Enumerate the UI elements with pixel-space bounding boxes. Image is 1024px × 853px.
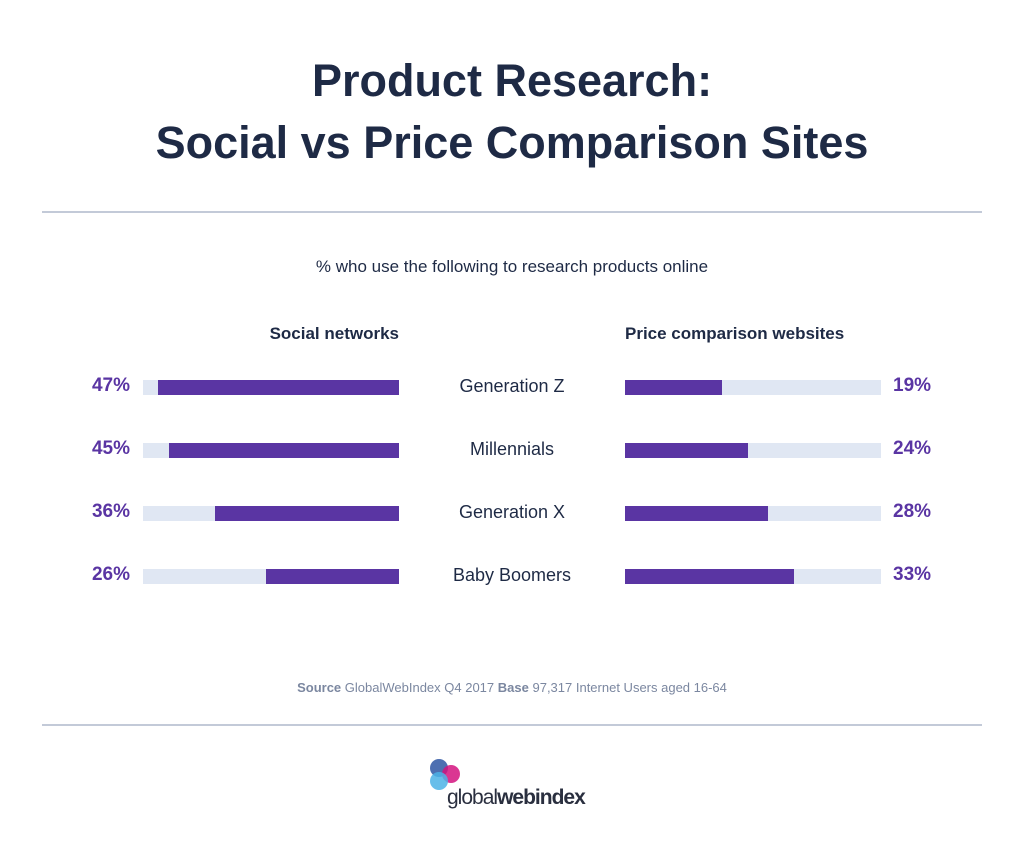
chart-row: 36% Generation X 28% (0, 499, 1024, 529)
chart-row: 47% Generation Z 19% (0, 373, 1024, 403)
category-label: Generation X (458, 502, 566, 522)
social-value-label: 47% (91, 375, 130, 396)
price-bar (625, 569, 794, 584)
source-label: Source (297, 680, 342, 695)
title-line-1: Product Research: (311, 55, 713, 106)
social-bar (265, 569, 399, 584)
price-bar (625, 443, 748, 458)
social-bar (168, 443, 399, 458)
logo-circles-icon (430, 759, 460, 790)
price-bar-track (625, 506, 881, 521)
title-line-2: Social vs Price Comparison Sites (155, 117, 869, 168)
divider-bottom (42, 724, 982, 726)
price-bar-track (625, 443, 881, 458)
social-bar-track (143, 380, 399, 395)
price-bar-track (625, 380, 881, 395)
social-value-label: 26% (91, 564, 130, 585)
price-value-label: 28% (893, 501, 932, 522)
social-bar (158, 380, 399, 395)
base-text: 97,317 Internet Users aged 16-64 (532, 680, 727, 695)
category-label: Generation Z (459, 376, 565, 396)
source-text: GlobalWebIndex Q4 2017 (344, 680, 495, 695)
price-value-label: 24% (893, 438, 932, 459)
price-value-label: 19% (893, 375, 932, 396)
source-note: Source GlobalWebIndex Q4 2017 Base 97,31… (0, 680, 1024, 695)
social-bar (214, 506, 399, 521)
social-value-label: 45% (91, 438, 130, 459)
globalwebindex-logo: globalwebindex (425, 758, 605, 809)
price-value-label: 33% (893, 564, 932, 585)
social-value-label: 36% (91, 501, 130, 522)
social-bar-track (143, 506, 399, 521)
chart-subtitle: % who use the following to research prod… (315, 257, 709, 276)
category-label: Baby Boomers (452, 565, 572, 585)
base-label: Base (497, 680, 529, 695)
divider-top (42, 211, 982, 213)
chart-row: 26% Baby Boomers 33% (0, 562, 1024, 592)
legend-social-networks: Social networks (269, 324, 399, 343)
price-bar (625, 506, 769, 521)
chart-title: Product Research: Social vs Price Compar… (0, 50, 1024, 174)
category-label: Millennials (469, 439, 555, 459)
price-bar (625, 380, 723, 395)
chart-row: 45% Millennials 24% (0, 436, 1024, 466)
legend-price-comparison: Price comparison websites (625, 324, 845, 343)
social-bar-track (143, 569, 399, 584)
social-bar-track (143, 443, 399, 458)
logo-wordmark: globalwebindex (447, 786, 586, 809)
price-bar-track (625, 569, 881, 584)
